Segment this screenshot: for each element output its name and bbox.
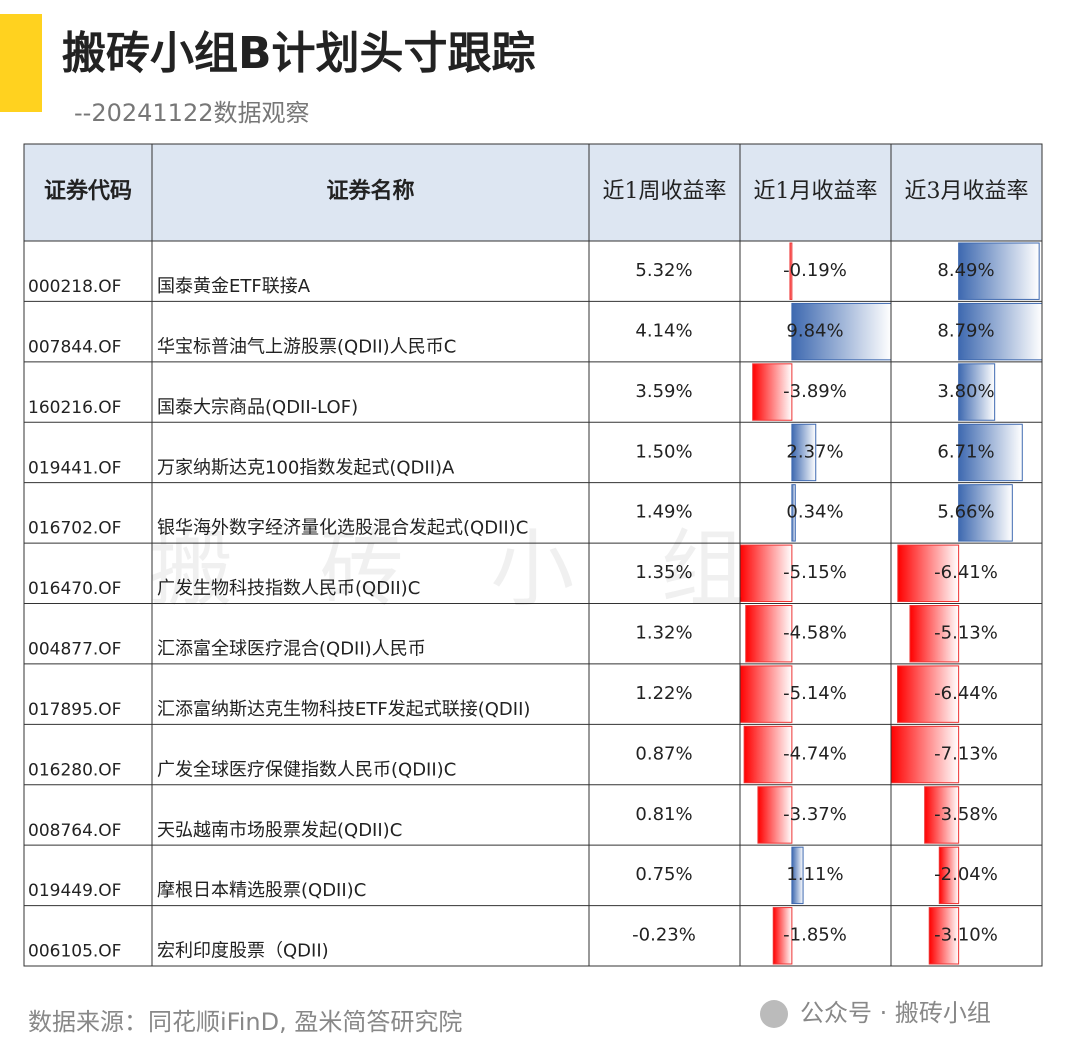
fund-code: 008764.OF — [28, 821, 121, 841]
return-1w: -0.23% — [632, 925, 696, 946]
column-header: 证券名称 — [326, 178, 414, 204]
data-bar — [958, 242, 1040, 300]
return-3m: 8.49% — [937, 260, 994, 281]
fund-name: 华宝标普油气上游股票(QDII)人民币C — [157, 336, 456, 357]
return-1w: 5.32% — [635, 260, 692, 281]
data-bar — [890, 725, 960, 784]
return-3m: 6.71% — [937, 441, 994, 462]
data-bar — [909, 605, 960, 663]
return-3m: -3.10% — [934, 925, 998, 946]
fund-code: 019449.OF — [28, 881, 121, 901]
fund-name: 天弘越南市场股票发起(QDII)C — [157, 820, 402, 841]
data-bar — [958, 423, 1023, 482]
return-3m: -2.04% — [934, 864, 998, 885]
return-1w: 4.14% — [635, 320, 692, 341]
data-bar — [938, 846, 960, 905]
account: 公众号 · 搬砖小组 — [800, 999, 991, 1027]
data-bar — [745, 605, 793, 663]
column-header: 近1月收益率 — [754, 179, 878, 204]
return-1m: -1.85% — [783, 925, 847, 946]
data-bar — [791, 302, 892, 361]
return-1w: 1.22% — [635, 683, 692, 704]
fund-code: 017895.OF — [28, 700, 121, 720]
return-1w: 0.75% — [635, 864, 692, 885]
return-1w: 1.50% — [635, 441, 692, 462]
return-1w: 0.87% — [635, 743, 692, 764]
return-3m: -7.13% — [934, 743, 998, 764]
source: 数据来源：同花顺iFinD, 盈米简答研究院 — [28, 1008, 462, 1036]
fund-code: 004877.OF — [28, 640, 121, 660]
fund-code: 016702.OF — [28, 519, 121, 539]
fund-name: 国泰大宗商品(QDII-LOF) — [157, 397, 358, 418]
data-bar — [772, 907, 793, 965]
fund-name: 万家纳斯达克100指数发起式(QDII)A — [157, 457, 455, 478]
data-bar — [897, 544, 960, 602]
return-1w: 1.49% — [635, 502, 692, 523]
return-3m: 8.79% — [937, 320, 994, 341]
data-bar — [791, 846, 804, 905]
return-1m: 2.37% — [786, 441, 843, 462]
return-1w: 1.32% — [635, 623, 692, 644]
column-header: 近3月收益率 — [905, 179, 1029, 204]
wechat-icon — [760, 1000, 788, 1028]
return-1m: -5.14% — [783, 683, 847, 704]
return-3m: -6.41% — [934, 562, 998, 583]
column-header: 近1周收益率 — [603, 179, 727, 204]
fund-code: 019441.OF — [28, 458, 121, 478]
data-bar — [958, 302, 1043, 361]
return-1m: -0.19% — [783, 260, 847, 281]
data-bar — [739, 665, 793, 723]
return-1w: 0.81% — [635, 804, 692, 825]
fund-code: 160216.OF — [28, 398, 121, 418]
return-3m: -3.58% — [934, 804, 998, 825]
return-1m: 9.84% — [786, 320, 843, 341]
data-bar — [958, 363, 996, 421]
data-bar — [928, 907, 960, 965]
return-1m: -4.58% — [783, 623, 847, 644]
fund-name: 广发全球医疗保健指数人民币(QDII)C — [157, 759, 456, 780]
return-3m: -6.44% — [934, 683, 998, 704]
table: 证券代码 证券名称 近1周收益率 近1月收益率 近3月收益率 000218.OF 国泰黄金E… — [23, 143, 1043, 967]
fund-name: 银华海外数字经济量化选股混合发起式(QDII)C — [157, 518, 528, 539]
data-bar — [743, 725, 793, 784]
return-1m: 1.11% — [786, 864, 843, 885]
fund-code: 007844.OF — [28, 337, 121, 357]
return-1w: 1.35% — [635, 562, 692, 583]
column-header: 证券代码 — [44, 178, 132, 204]
return-1m: -3.37% — [783, 804, 847, 825]
fund-code: 016470.OF — [28, 579, 121, 599]
return-3m: 3.80% — [937, 381, 994, 402]
fund-name: 国泰黄金ETF联接A — [157, 276, 311, 297]
return-1m: -3.89% — [783, 381, 847, 402]
fund-code: 006105.OF — [28, 942, 121, 962]
data-bar — [791, 423, 817, 482]
title: 搬砖小组B计划头寸跟踪 — [62, 28, 536, 79]
fund-name: 摩根日本精选股票(QDII)C — [157, 880, 366, 901]
data-bar — [924, 786, 960, 844]
fund-name: 宏利印度股票（QDII) — [157, 941, 329, 962]
data-bar — [739, 544, 793, 602]
fund-code: 016280.OF — [28, 760, 121, 780]
return-1m: -5.15% — [783, 562, 847, 583]
return-1w: 3.59% — [635, 381, 692, 402]
fund-name: 汇添富纳斯达克生物科技ETF发起式联接(QDII) — [157, 699, 530, 720]
subtitle: --20241122数据观察 — [74, 99, 309, 127]
table-header-bg — [24, 144, 1042, 241]
fund-name: 汇添富全球医疗混合(QDII)人民币 — [157, 639, 426, 660]
data-bar — [897, 665, 960, 723]
return-1m: -4.74% — [783, 743, 847, 764]
return-1m: 0.34% — [786, 502, 843, 523]
data-bar — [789, 242, 793, 300]
fund-name: 广发生物科技指数人民币(QDII)C — [157, 578, 420, 599]
data-bar — [757, 786, 793, 844]
return-3m: 5.66% — [937, 502, 994, 523]
data-bar — [752, 363, 793, 421]
watermark: 搬 砖 小 组 — [149, 520, 775, 618]
return-3m: -5.13% — [934, 623, 998, 644]
title-bar — [0, 14, 42, 112]
fund-code: 000218.OF — [28, 277, 121, 297]
data-bar — [791, 484, 796, 542]
data-bar — [958, 484, 1013, 542]
